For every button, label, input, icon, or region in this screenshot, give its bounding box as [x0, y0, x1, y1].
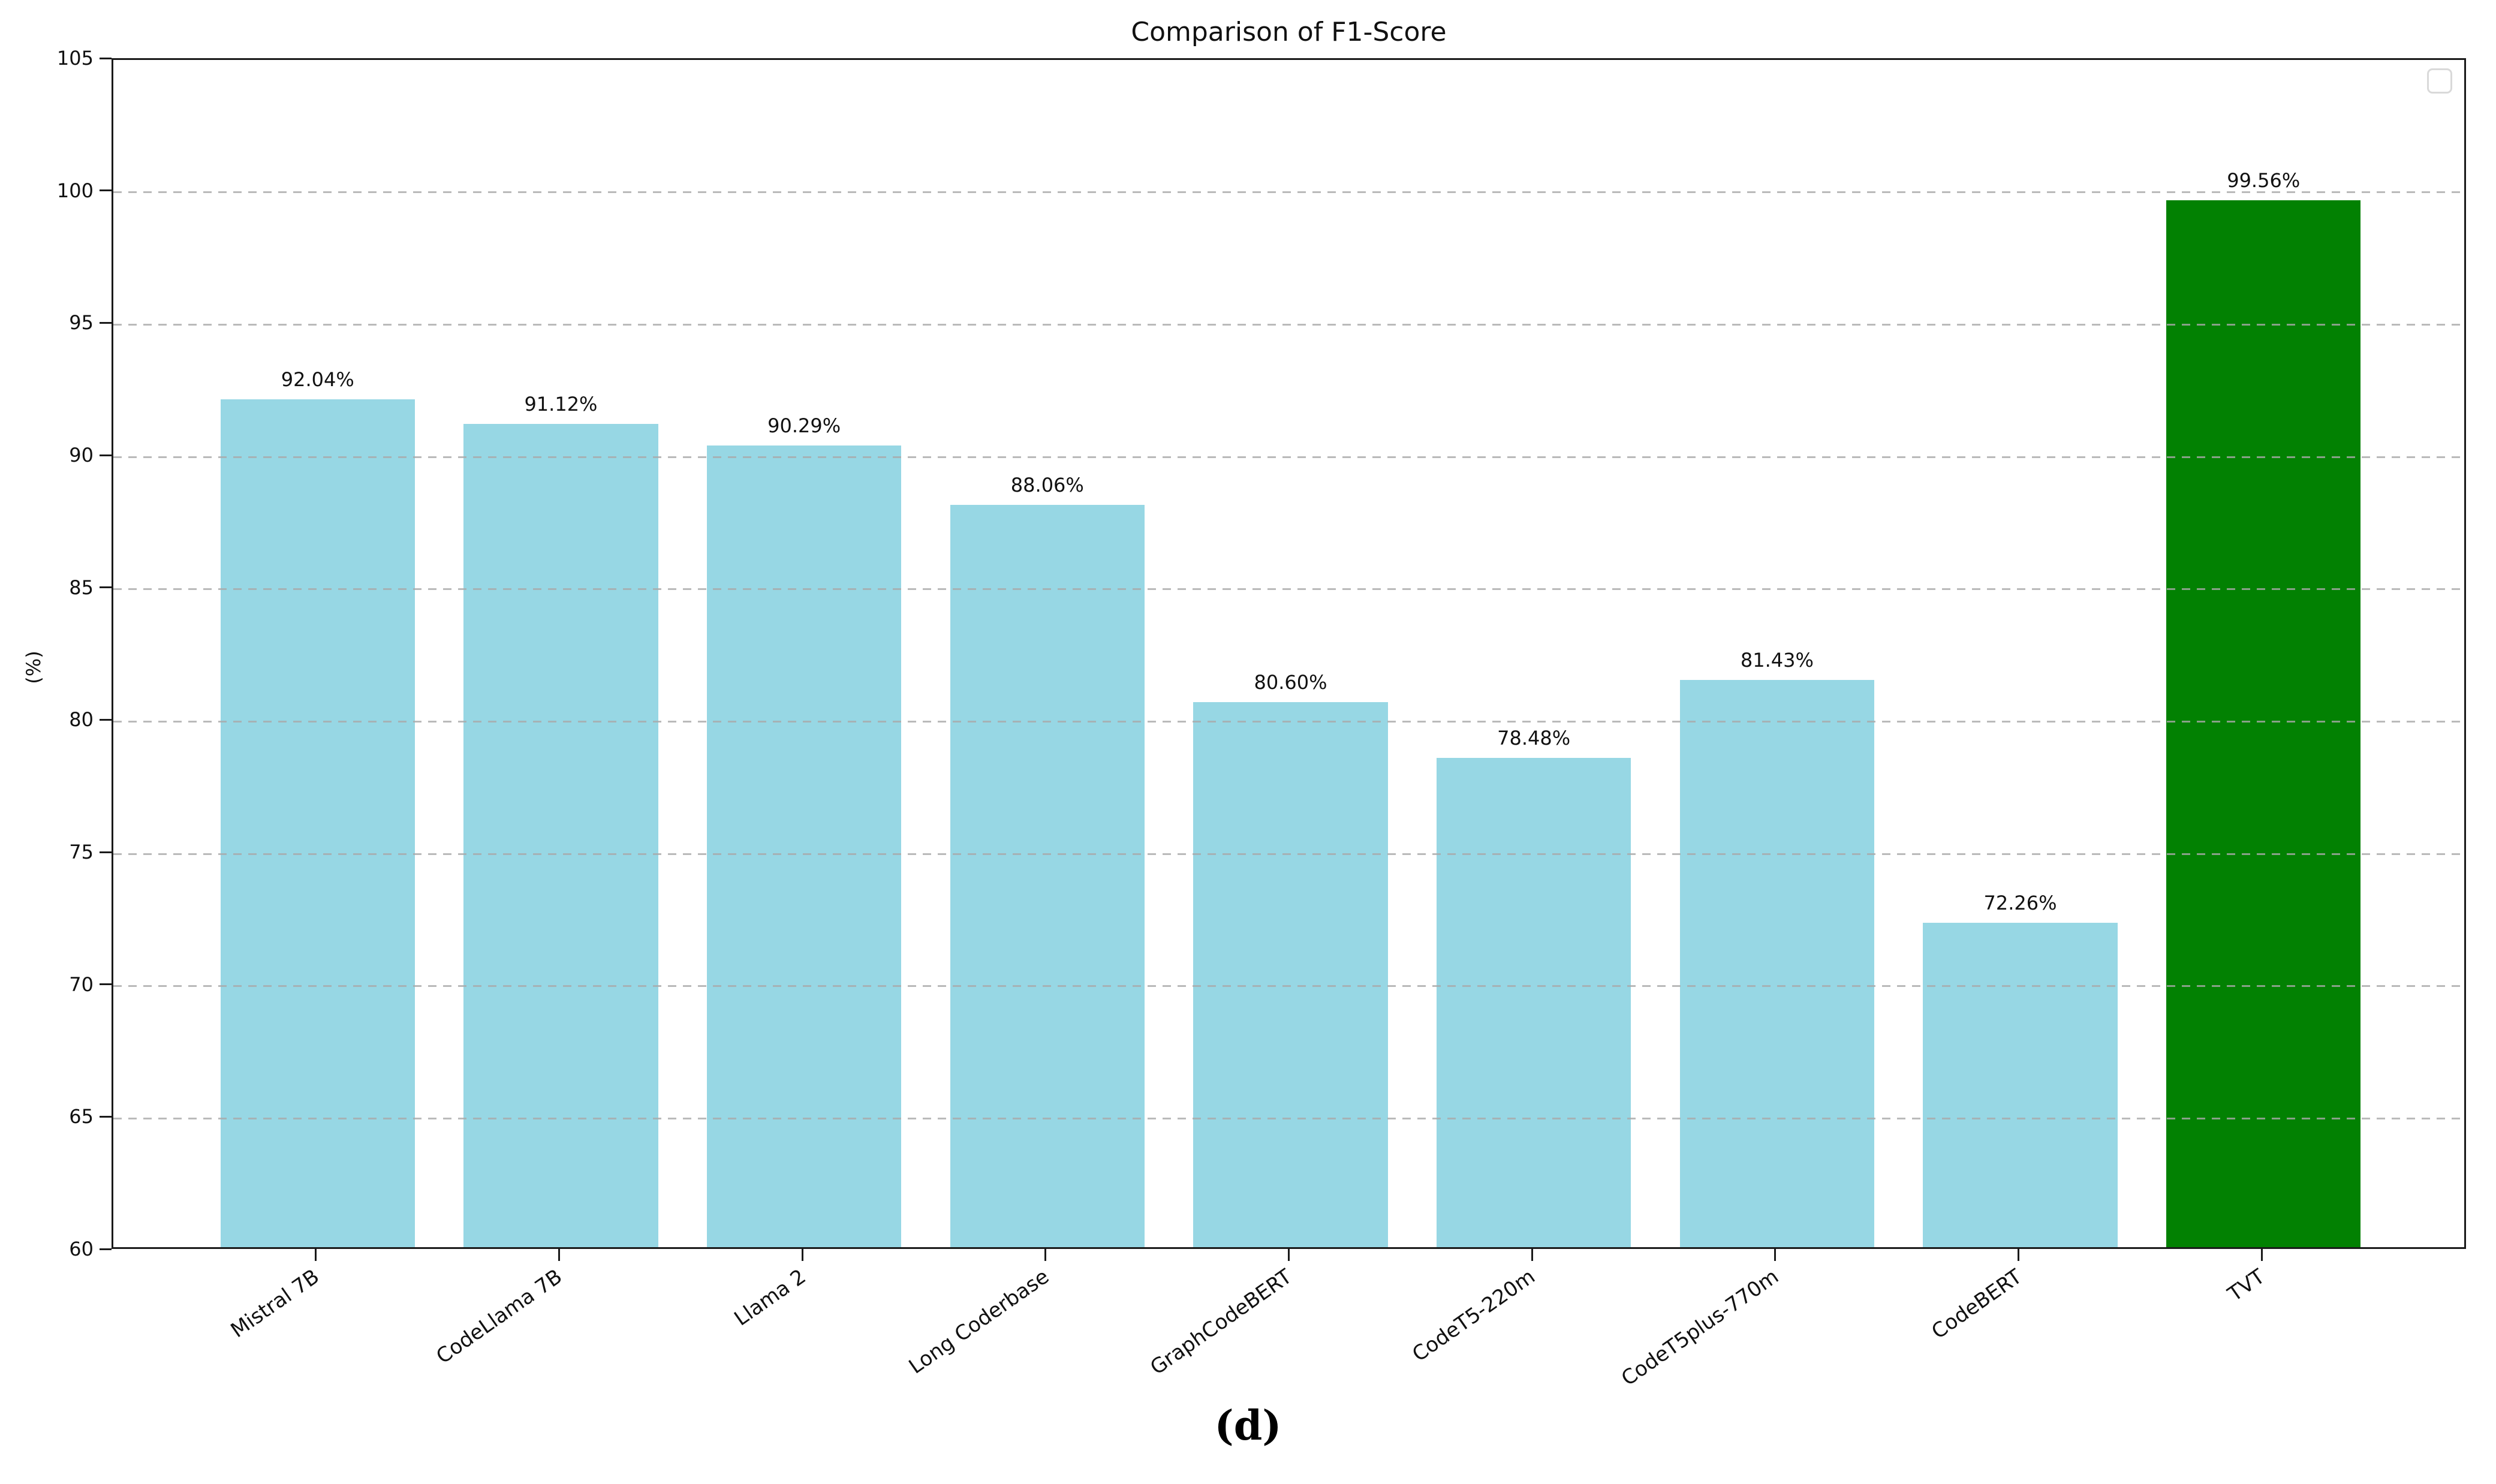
x-tick-label: TVT	[2224, 1265, 2270, 1307]
legend-box	[2427, 68, 2452, 94]
x-tick-label: CodeLlama 7B	[432, 1265, 567, 1369]
bar-value-label: 92.04%	[281, 368, 354, 391]
y-tick-mark	[100, 1115, 112, 1118]
bar-codet5plus-770m	[1679, 680, 1875, 1247]
y-tick-label: 90	[69, 444, 94, 466]
y-tick-mark	[100, 454, 112, 456]
x-tick-label: Long Coderbase	[904, 1265, 1053, 1379]
y-tick-label: 70	[69, 973, 94, 996]
bar-value-label: 78.48%	[1497, 727, 1571, 750]
x-tick-mark	[1531, 1249, 1533, 1261]
gridline-y-70	[113, 985, 2464, 988]
y-tick-mark	[100, 718, 112, 721]
y-tick-mark	[100, 586, 112, 589]
x-tick-mark	[2260, 1249, 2263, 1261]
bar-value-label: 72.26%	[1983, 891, 2057, 914]
bar-value-label: 88.06%	[1010, 473, 1084, 496]
x-tick-label: Llama 2	[730, 1265, 811, 1331]
gridline-y-75	[113, 853, 2464, 855]
gridline-y-95	[113, 323, 2464, 326]
y-tick-label: 95	[69, 311, 94, 335]
x-tick-label: GraphCodeBERT	[1146, 1265, 1297, 1380]
bar-value-label: 81.43%	[1740, 649, 1814, 672]
plot-area: 92.04% 91.12% 90.29% 88.06% 80.60% 78.48% 81.4…	[112, 58, 2466, 1249]
x-tick-mark	[1044, 1249, 1047, 1261]
y-tick-label: 65	[69, 1105, 94, 1128]
bar-tvt	[2166, 200, 2361, 1247]
x-tick-mark	[2018, 1249, 2020, 1261]
y-tick-mark	[100, 851, 112, 853]
y-tick-label: 100	[56, 179, 94, 202]
y-tick-mark	[100, 189, 112, 192]
x-tick-mark	[801, 1249, 803, 1261]
x-tick-label: CodeT5plus-770m	[1616, 1265, 1783, 1391]
y-tick-mark	[100, 1248, 112, 1250]
bar-value-label: 91.12%	[524, 392, 598, 416]
x-tick-mark	[558, 1249, 560, 1261]
y-tick-label: 60	[69, 1238, 94, 1260]
x-tick-mark	[1288, 1249, 1290, 1261]
bar-value-label: 80.60%	[1254, 670, 1327, 694]
bar-value-label: 99.56%	[2227, 169, 2301, 192]
figure-caption: (d)	[1214, 1402, 1282, 1450]
bar-value-label: 90.29%	[767, 414, 841, 438]
bar-mistral-7b	[220, 399, 416, 1247]
y-tick-label: 105	[56, 47, 94, 70]
chart-title: Comparison of F1-Score	[1131, 17, 1447, 47]
gridline-y-80	[113, 720, 2464, 723]
bar-long-coderbase	[950, 504, 1145, 1247]
y-axis-label: (%)	[22, 651, 45, 684]
x-tick-label: Mistral 7B	[226, 1265, 324, 1343]
gridline-y-65	[113, 1117, 2464, 1119]
bar-llama-2	[706, 445, 902, 1247]
y-tick-mark	[100, 321, 112, 324]
gridline-y-90	[113, 456, 2464, 458]
gridline-y-100	[113, 191, 2464, 194]
x-tick-label: CodeBERT	[1927, 1265, 2027, 1344]
y-tick-label: 85	[69, 576, 94, 599]
bar-codet5-220m	[1436, 758, 1631, 1247]
bar-codellama-7b	[463, 423, 658, 1247]
y-tick-label: 75	[69, 841, 94, 863]
bar-graphcodebert	[1193, 702, 1388, 1247]
bar-codebert	[1923, 922, 2118, 1247]
gridline-y-85	[113, 588, 2464, 591]
y-tick-mark	[100, 983, 112, 986]
x-tick-mark	[315, 1249, 317, 1261]
y-tick-mark	[100, 57, 112, 59]
x-tick-mark	[1774, 1249, 1777, 1261]
y-tick-label: 80	[69, 708, 94, 732]
x-tick-label: CodeT5-220m	[1408, 1265, 1540, 1367]
